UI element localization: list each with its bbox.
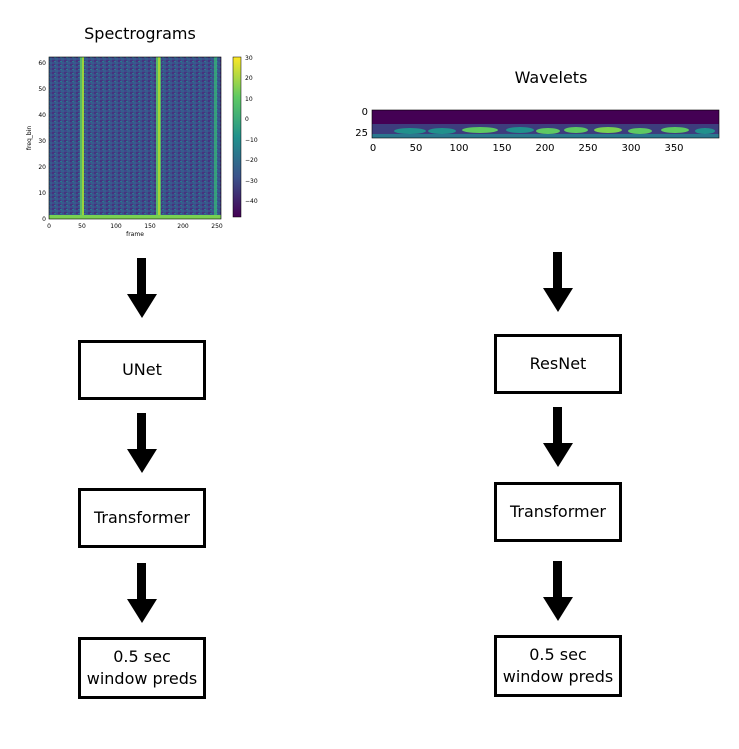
x-tick: 100 xyxy=(449,143,468,154)
spectrogram-ylabel: freq_bin xyxy=(26,126,33,150)
box-label-line1: 0.5 sec xyxy=(529,645,587,664)
colorbar-tick: −10 xyxy=(245,137,258,144)
colorbar-tick: 10 xyxy=(245,96,253,103)
x-tick: 100 xyxy=(110,223,122,230)
x-tick: 50 xyxy=(78,223,86,230)
spectrograms-title: Spectrograms xyxy=(84,24,196,43)
window-preds-box-right: 0.5 sec window preds xyxy=(494,635,622,697)
colorbar-tick: −40 xyxy=(245,198,258,205)
y-tick: 40 xyxy=(38,112,46,119)
x-tick: 0 xyxy=(370,143,376,154)
box-label: ResNet xyxy=(529,354,587,373)
box-label-line2: window preds xyxy=(86,669,198,688)
wavelets-title: Wavelets xyxy=(514,68,588,87)
scalogram-y-ticks: 0 25 xyxy=(355,107,368,139)
spectrogram-colorbar: 30 20 10 0 −10 −20 −30 −40 xyxy=(232,55,258,218)
x-tick: 250 xyxy=(211,223,223,230)
box-label: UNet xyxy=(122,360,162,379)
box-label: Transformer xyxy=(509,502,606,521)
y-tick: 25 xyxy=(355,128,368,139)
spectrogram-x-ticks: 0 50 100 150 200 250 xyxy=(47,223,223,230)
colorbar-tick: −20 xyxy=(245,157,258,164)
transformer-box-left: Transformer xyxy=(78,488,206,548)
arrow-down-icon xyxy=(543,252,573,312)
spectrogram-y-ticks: 0 10 20 30 40 50 60 xyxy=(38,60,46,223)
colorbar-tick: −30 xyxy=(245,178,258,185)
window-preds-box-left: 0.5 sec window preds xyxy=(78,637,206,699)
x-tick: 300 xyxy=(621,143,640,154)
colorbar-tick: 20 xyxy=(245,75,253,82)
arrow-down-icon xyxy=(543,407,573,467)
scalogram-heatmap xyxy=(371,109,720,139)
arrow-down-icon xyxy=(127,413,157,473)
resnet-box: ResNet xyxy=(494,334,622,394)
y-tick: 30 xyxy=(38,138,46,145)
box-label-line2: window preds xyxy=(502,667,614,686)
box-label: Transformer xyxy=(93,508,190,527)
x-tick: 150 xyxy=(492,143,511,154)
transformer-box-right: Transformer xyxy=(494,482,622,542)
y-tick: 10 xyxy=(38,190,46,197)
scalogram-x-ticks: 0 50 100 150 200 250 300 350 xyxy=(370,143,684,154)
arrow-down-icon xyxy=(127,563,157,623)
x-tick: 150 xyxy=(144,223,156,230)
y-tick: 20 xyxy=(38,164,46,171)
x-tick: 200 xyxy=(535,143,554,154)
y-tick: 50 xyxy=(38,86,46,93)
x-tick: 350 xyxy=(664,143,683,154)
spectrogram-heatmap xyxy=(48,56,222,220)
arrow-down-icon xyxy=(127,258,157,318)
colorbar-tick: 30 xyxy=(245,55,253,62)
colorbar-tick: 0 xyxy=(245,116,249,123)
unet-box: UNet xyxy=(78,340,206,400)
spectrogram-plot: 0 10 20 30 40 50 60 0 50 100 150 200 250… xyxy=(26,55,258,238)
box-label-line1: 0.5 sec xyxy=(113,647,171,666)
arrow-down-icon xyxy=(543,561,573,621)
y-tick: 0 xyxy=(362,107,368,118)
spectrogram-xlabel: frame xyxy=(126,231,144,238)
y-tick: 0 xyxy=(42,216,46,223)
x-tick: 250 xyxy=(578,143,597,154)
x-tick: 0 xyxy=(47,223,51,230)
y-tick: 60 xyxy=(38,60,46,67)
wavelet-scalogram-plot: 0 25 0 50 100 150 200 250 300 350 xyxy=(355,107,720,154)
x-tick: 50 xyxy=(410,143,423,154)
x-tick: 200 xyxy=(177,223,189,230)
